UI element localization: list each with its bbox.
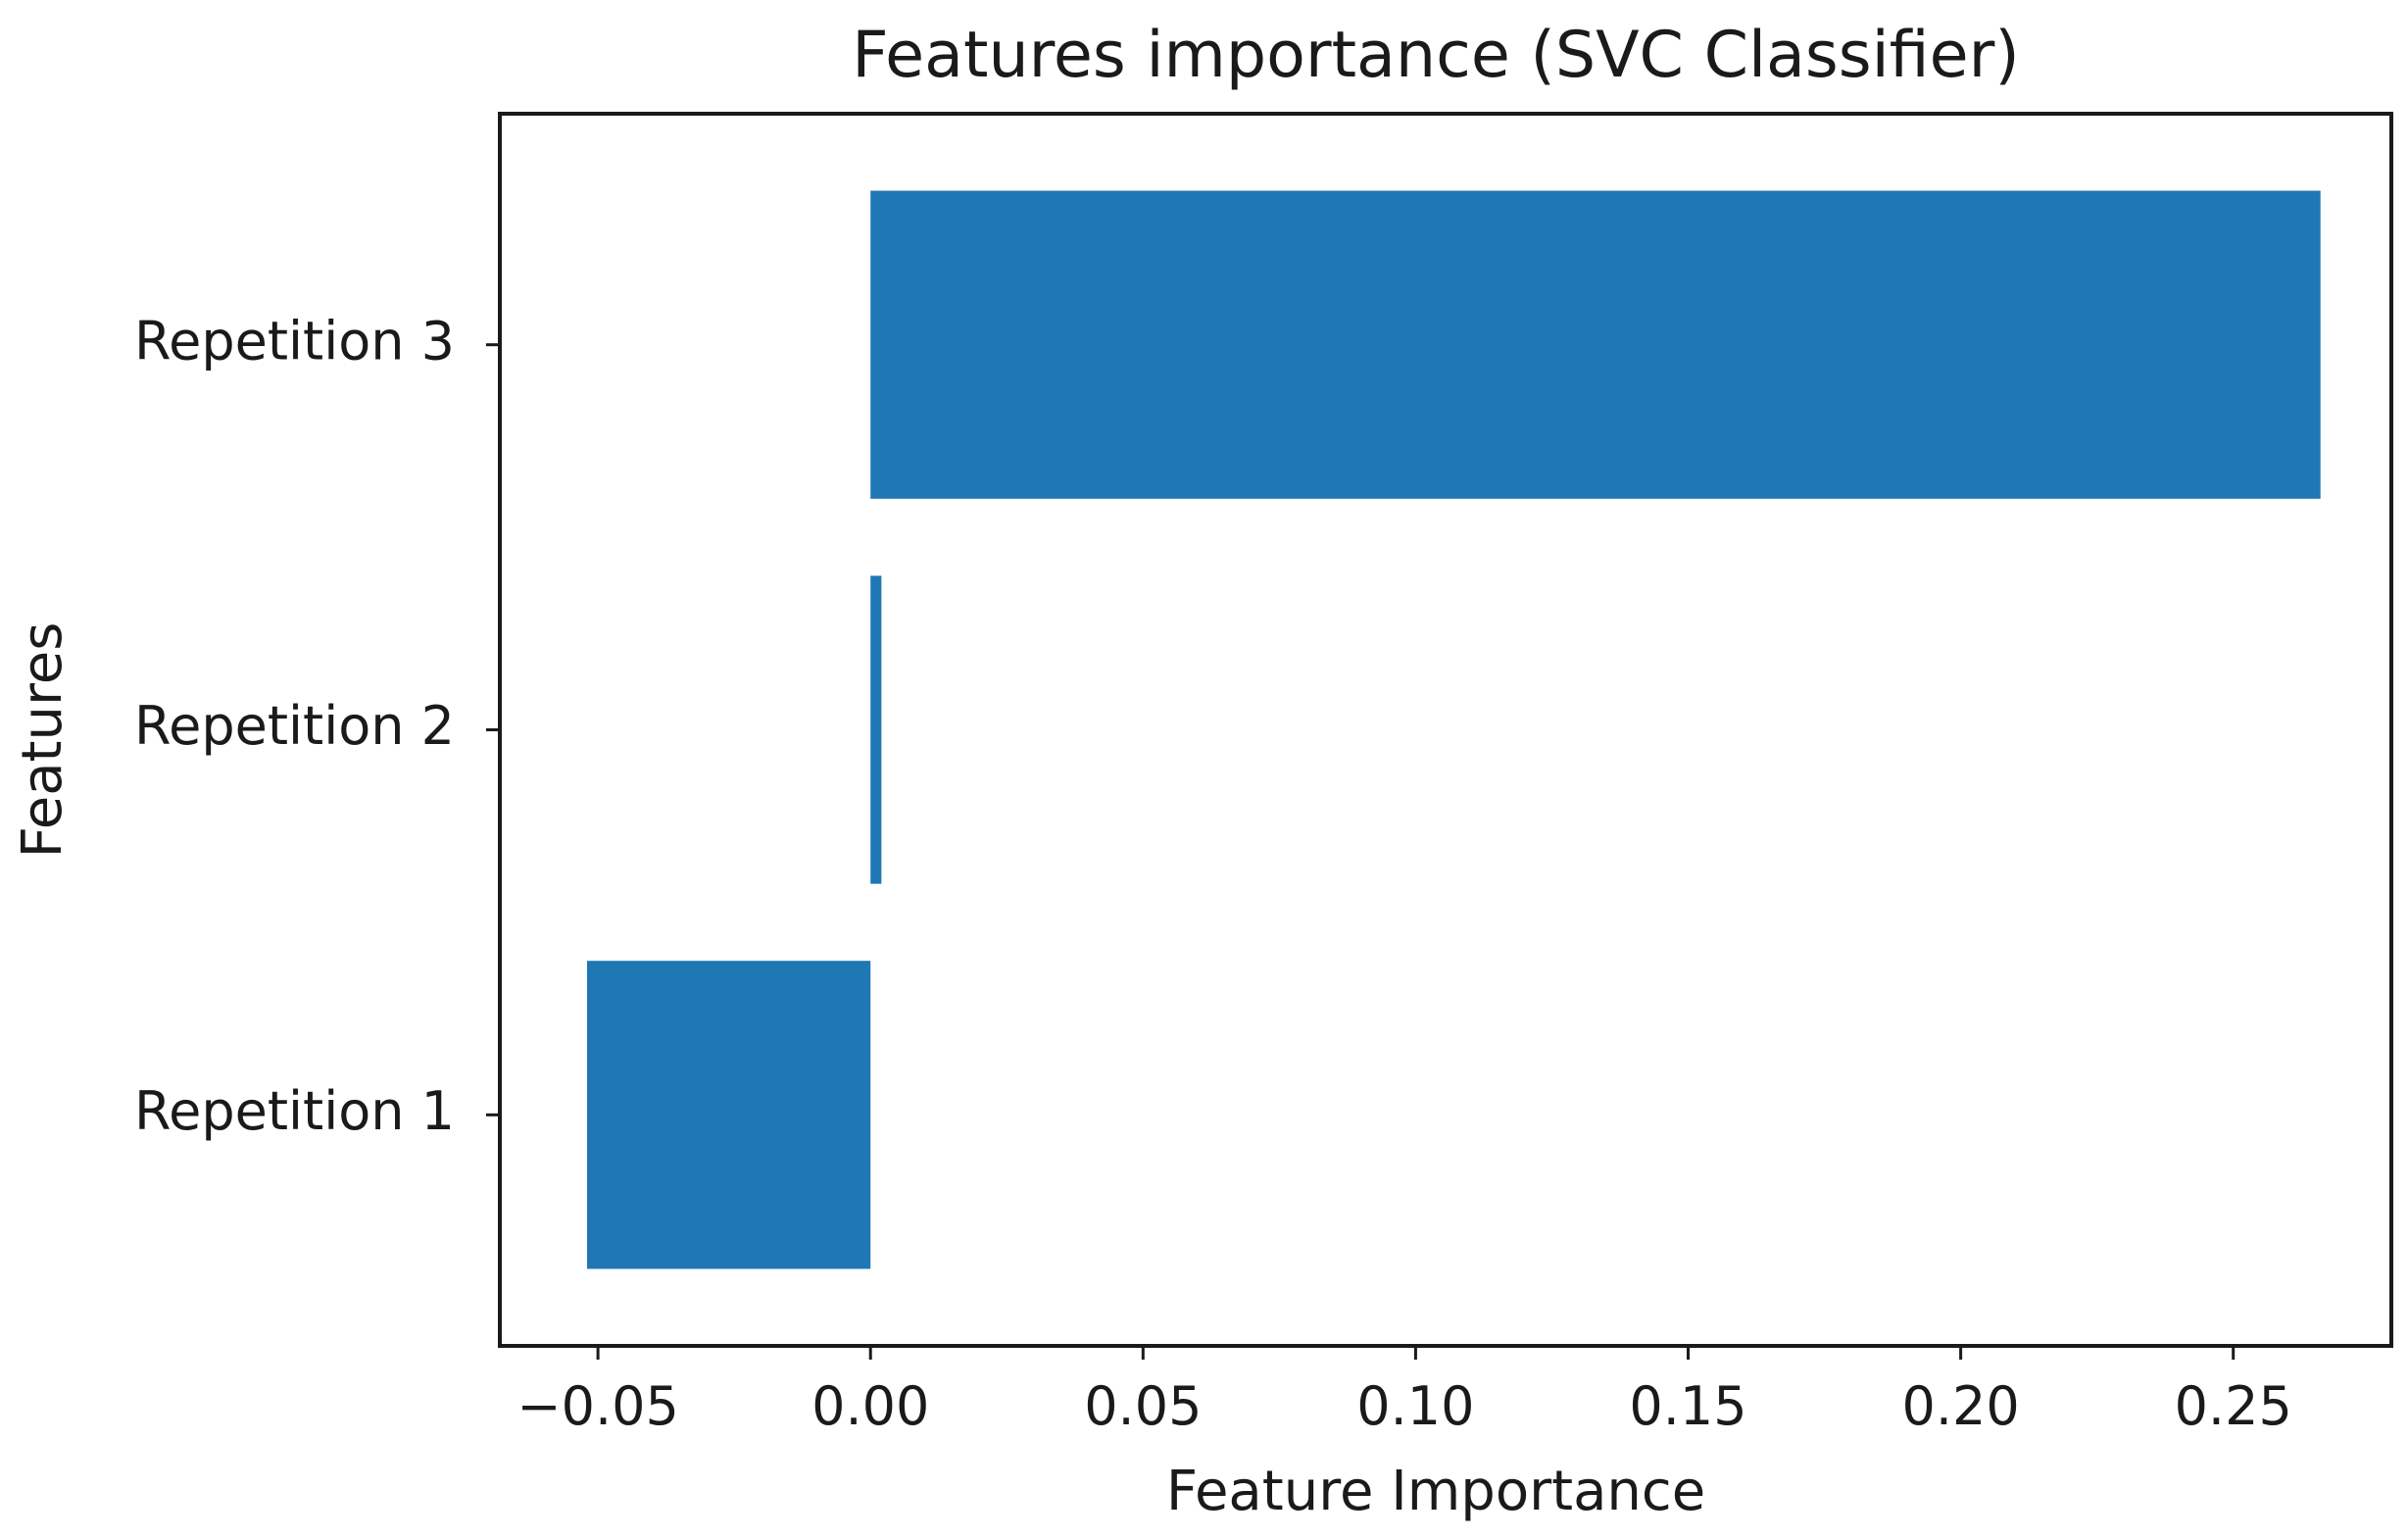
bar-repetition-3 (870, 190, 2321, 499)
bar-repetition-2 (870, 575, 882, 884)
y-tick-label: Repetition 1 (134, 1080, 455, 1142)
x-axis: −0.05 0.00 0.05 0.10 0.15 0.20 0.25 (516, 1346, 2292, 1437)
x-tick-label: 0.15 (1629, 1375, 1746, 1437)
y-axis-label: Features (11, 622, 74, 859)
x-axis-label: Feature Importance (1166, 1460, 1705, 1523)
bars-layer (586, 190, 2321, 1269)
x-tick-label: 0.00 (811, 1375, 929, 1437)
x-tick-label: 0.05 (1084, 1375, 1202, 1437)
y-tick-label: Repetition 2 (134, 695, 455, 757)
bar-repetition-1 (586, 961, 871, 1269)
plot-frame (498, 112, 2393, 1348)
y-tick-label: Repetition 3 (134, 310, 455, 372)
chart-title: Features importance (SVC Classifier) (852, 19, 2019, 92)
y-axis: Repetition 1 Repetition 2 Repetition 3 (134, 310, 500, 1142)
x-tick-label: 0.20 (1901, 1375, 2019, 1437)
x-tick-label: 0.10 (1356, 1375, 1474, 1437)
x-tick-label: 0.25 (2175, 1375, 2292, 1437)
x-tick-label: −0.05 (516, 1375, 678, 1437)
